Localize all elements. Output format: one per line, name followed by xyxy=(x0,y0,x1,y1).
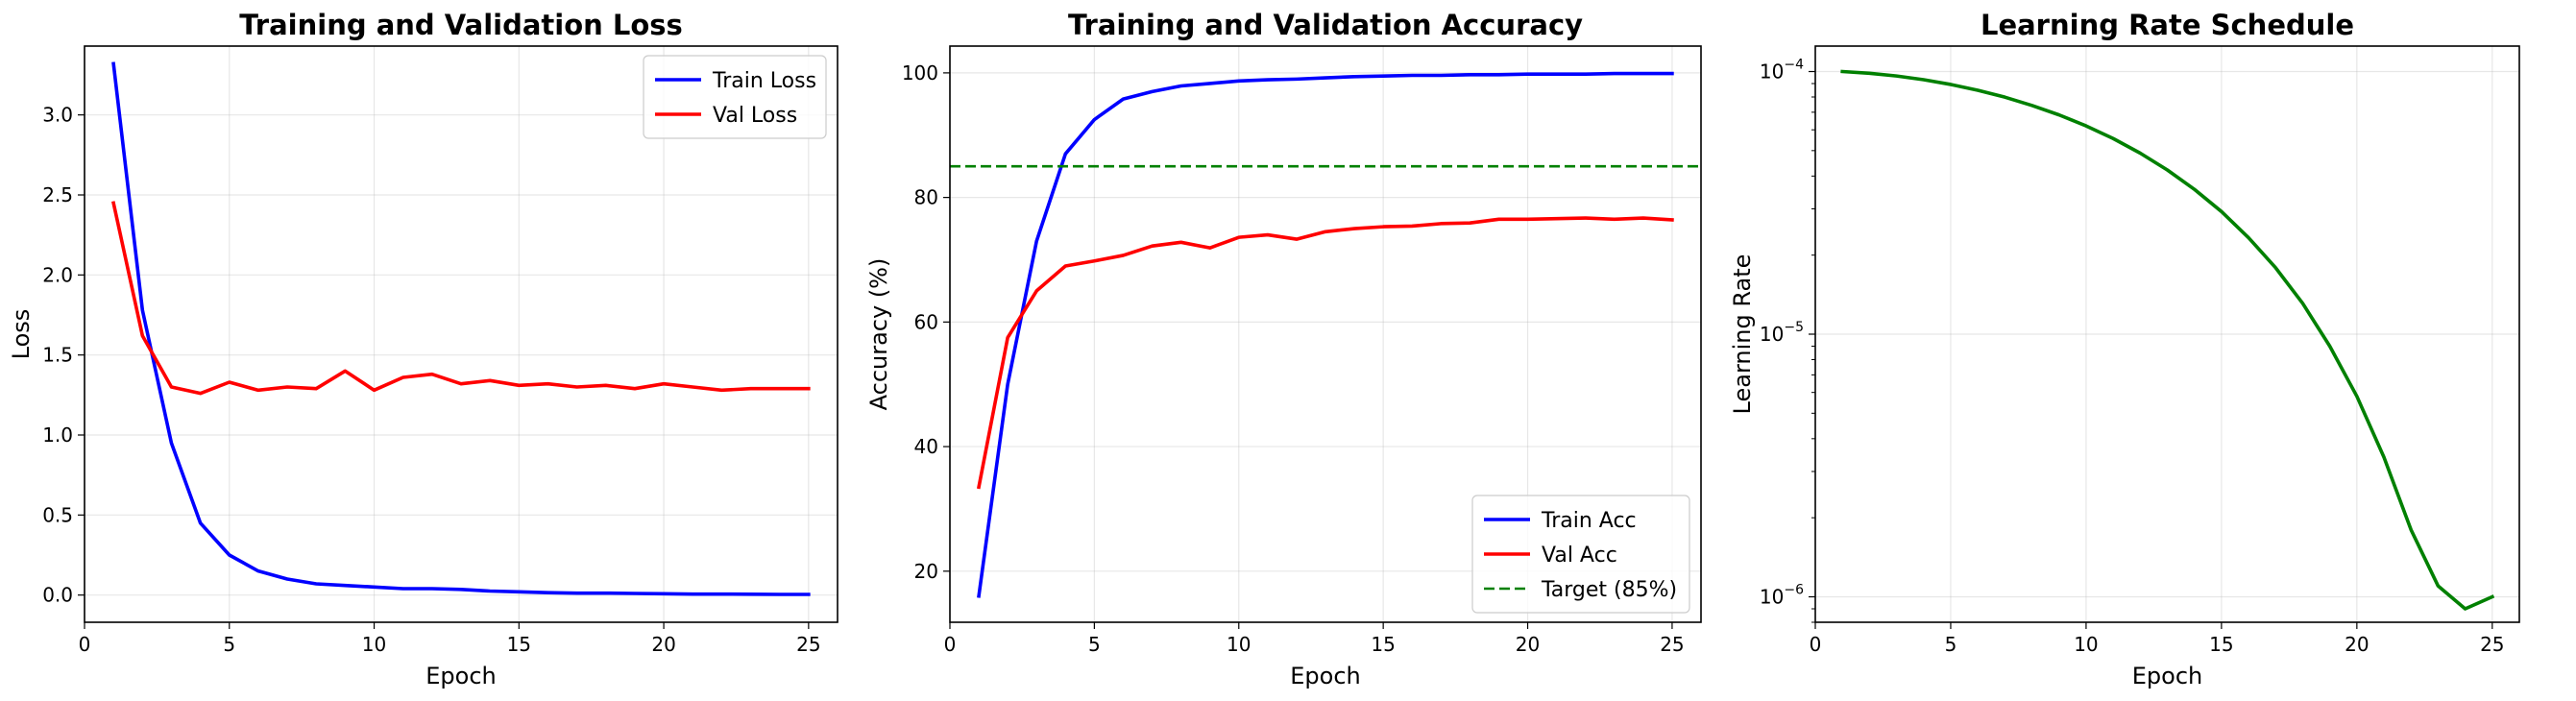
y-tick-label: 10−4 xyxy=(1760,58,1804,84)
y-tick-label: 1.5 xyxy=(42,344,73,367)
y-tick-label: 1.0 xyxy=(42,423,73,447)
x-tick-label: 25 xyxy=(2480,633,2504,656)
series-line-1 xyxy=(111,61,811,596)
y-tick-label: 2.0 xyxy=(42,263,73,286)
y-tick-label: 80 xyxy=(914,186,938,209)
legend-label: Train Loss xyxy=(712,69,816,93)
x-tick-label: 0 xyxy=(1810,633,1822,656)
legend-label: Target (85%) xyxy=(1541,578,1677,602)
x-tick-label: 5 xyxy=(1088,633,1101,656)
x-axis-label: Epoch xyxy=(425,663,497,689)
legend: Train Loss Val Loss xyxy=(643,55,827,139)
legend: Train Acc Val Acc Target (85%) xyxy=(1471,495,1690,614)
y-tick-label: 10−6 xyxy=(1760,582,1804,608)
y-axis-label: Learning Rate xyxy=(1729,254,1756,415)
y-tick-label: 60 xyxy=(914,310,938,333)
x-axis-label: Epoch xyxy=(1290,663,1361,689)
series-line-1 xyxy=(1840,69,2495,611)
chart-title: Training and Validation Loss xyxy=(239,9,683,41)
y-tick-label: 100 xyxy=(902,61,938,85)
series-line-1 xyxy=(977,71,1674,598)
y-tick-label: 20 xyxy=(914,560,938,583)
y-tick-label: 10−5 xyxy=(1760,320,1804,346)
chart-title: Learning Rate Schedule xyxy=(1981,9,2354,41)
axes-frame xyxy=(949,45,1702,623)
x-axis-label: Epoch xyxy=(2132,663,2203,689)
x-tick-label: 10 xyxy=(2074,633,2098,656)
series-line-2 xyxy=(976,216,1674,490)
chart-panel-1: 0 5 10 15 20 25 0.0 0.5 1.0 1.5 2.0 2.5 3.0 Training … xyxy=(8,9,838,689)
x-tick-label: 25 xyxy=(796,633,820,656)
legend-label: Val Loss xyxy=(713,104,797,128)
axes-frame xyxy=(1814,45,2520,623)
x-tick-label: 15 xyxy=(2209,633,2233,656)
x-tick-label: 15 xyxy=(507,633,531,656)
chart-panel-3: 0 5 10 15 20 25 10−6 10−5 10−4 Learning Rate Sche… xyxy=(1729,9,2520,689)
x-tick-label: 20 xyxy=(1516,633,1540,656)
series-line-2 xyxy=(111,201,811,396)
x-tick-label: 10 xyxy=(1227,633,1251,656)
legend-box xyxy=(1471,495,1690,614)
x-tick-label: 5 xyxy=(223,633,235,656)
legend-label: Val Acc xyxy=(1542,544,1617,568)
x-tick-label: 0 xyxy=(79,633,91,656)
y-tick-label: 40 xyxy=(914,435,938,458)
y-tick-label: 0.0 xyxy=(42,584,73,607)
x-tick-label: 5 xyxy=(1945,633,1957,656)
chart-title: Training and Validation Accuracy xyxy=(1068,9,1583,41)
x-tick-label: 20 xyxy=(651,633,675,656)
x-tick-label: 25 xyxy=(1660,633,1684,656)
x-tick-label: 15 xyxy=(1371,633,1395,656)
y-tick-label: 0.5 xyxy=(42,503,73,526)
legend-label: Train Acc xyxy=(1541,509,1637,533)
chart-panel-2: 0 5 10 15 20 25 20 40 60 80 100 Training and Valida… xyxy=(865,9,1702,689)
legend-box xyxy=(643,55,827,139)
y-axis-label: Loss xyxy=(8,309,35,360)
y-axis-label: Accuracy (%) xyxy=(865,258,892,411)
x-tick-label: 0 xyxy=(944,633,957,656)
x-tick-label: 10 xyxy=(362,633,386,656)
y-tick-label: 2.5 xyxy=(42,183,73,206)
x-tick-label: 20 xyxy=(2345,633,2369,656)
axes-frame xyxy=(84,45,838,623)
y-tick-label: 3.0 xyxy=(42,104,73,127)
